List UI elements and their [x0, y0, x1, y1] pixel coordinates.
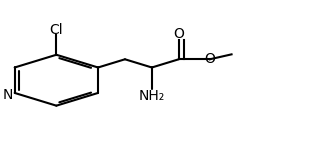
Text: O: O: [204, 52, 215, 66]
Text: NH₂: NH₂: [139, 89, 165, 103]
Text: N: N: [3, 88, 13, 102]
Text: Cl: Cl: [50, 23, 63, 37]
Text: O: O: [173, 27, 184, 41]
